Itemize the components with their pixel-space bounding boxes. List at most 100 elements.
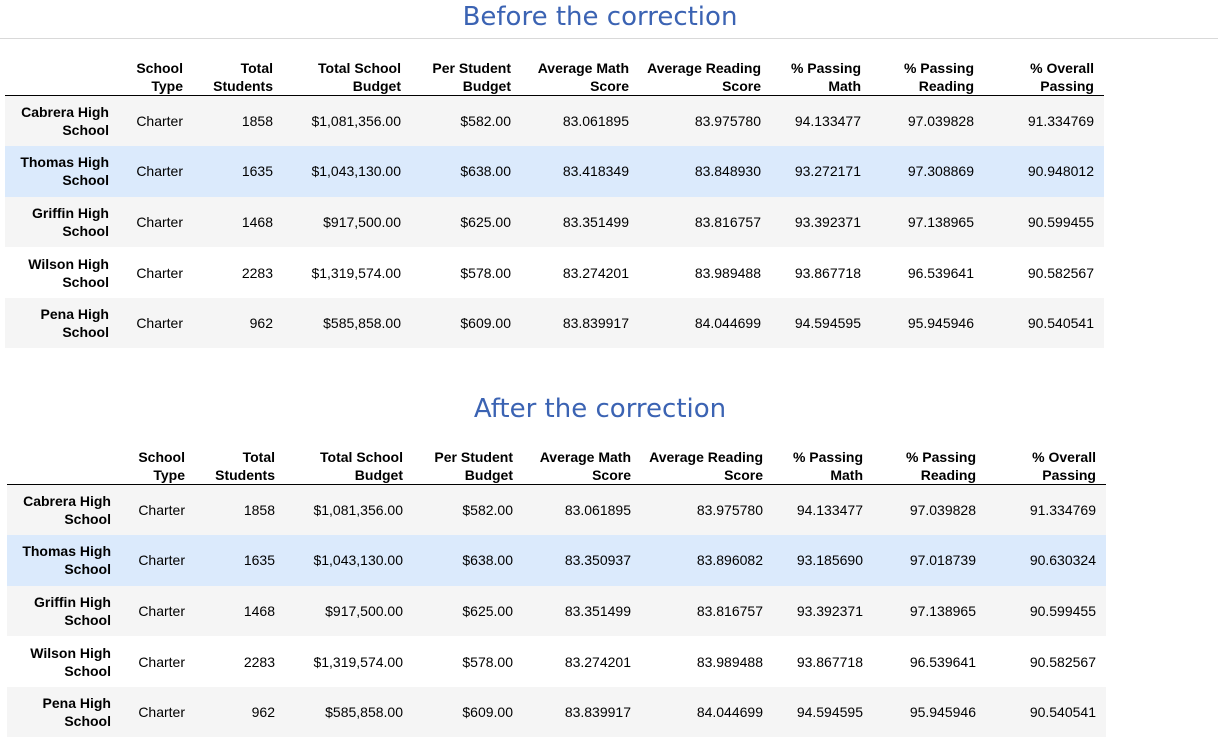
table-cell: 93.185690 [796, 552, 863, 569]
table-row: Pena High School Charter 962 $585,858.00 $60… [5, 297, 1104, 349]
column-header: Average Reading Score [639, 50, 771, 96]
table-cell: 962 [251, 704, 275, 721]
table-cell: Charter [138, 502, 185, 519]
index-header [5, 50, 117, 96]
table-cell: 94.594595 [794, 315, 861, 332]
table-cell: 97.039828 [907, 113, 974, 130]
before-title: Before the correction [462, 2, 738, 32]
column-header: % Passing Reading [871, 50, 984, 96]
table-cell: 97.039828 [909, 502, 976, 519]
table-row: Thomas High School Charter 1635 $1,043,130.… [7, 535, 1106, 586]
table-cell: 1858 [241, 113, 273, 130]
row-label: Pena High School [42, 695, 111, 730]
table-cell: 96.539641 [909, 653, 976, 670]
table-cell: 1635 [243, 552, 275, 569]
table-header-row: School Type Total Students Total School Bu… [5, 50, 1104, 96]
table-cell: 83.350937 [564, 552, 631, 569]
table-cell: 83.989488 [696, 653, 763, 670]
table-cell: 83.274201 [562, 264, 629, 281]
table-cell: 83.351499 [564, 602, 631, 619]
table-cell: 95.945946 [909, 704, 976, 721]
column-header: % Passing Math [773, 439, 873, 485]
table-cell: $1,081,356.00 [311, 113, 401, 130]
table-cell: 83.418349 [562, 163, 629, 180]
table-cell: $578.00 [460, 264, 511, 281]
index-header [7, 439, 119, 485]
table-row: Pena High School Charter 962 $585,858.00 $60… [7, 686, 1106, 738]
column-header: Total Students [193, 50, 283, 96]
row-label: Cabrera High School [21, 104, 109, 139]
before-table: School Type Total Students Total School Bu… [5, 50, 1104, 349]
table-cell: 83.989488 [694, 264, 761, 281]
column-header: Average Math Score [523, 439, 641, 485]
table-cell: 83.816757 [694, 213, 761, 230]
table-row: Griffin High School Charter 1468 $917,500.0… [7, 585, 1106, 637]
table-cell: 97.138965 [907, 213, 974, 230]
table-cell: $609.00 [462, 704, 513, 721]
table-cell: Charter [138, 552, 185, 569]
title-divider [0, 38, 1218, 39]
table-cell: 93.392371 [796, 602, 863, 619]
table-cell: 2283 [241, 264, 273, 281]
table-cell: $638.00 [462, 552, 513, 569]
column-header: School Type [119, 439, 195, 485]
column-header: Total School Budget [285, 439, 413, 485]
table-cell: 83.975780 [694, 113, 761, 130]
table-cell: $582.00 [462, 502, 513, 519]
column-header: % Overall Passing [984, 50, 1104, 96]
row-label: Thomas High School [22, 543, 111, 578]
table-cell: 90.540541 [1027, 315, 1094, 332]
table-cell: $578.00 [462, 653, 513, 670]
table-cell: $1,043,130.00 [313, 552, 403, 569]
table-cell: 90.599455 [1029, 602, 1096, 619]
table-cell: 83.061895 [562, 113, 629, 130]
column-header: Total Students [195, 439, 285, 485]
table-cell: 90.948012 [1027, 163, 1094, 180]
row-label: Wilson High School [28, 255, 109, 290]
table-cell: Charter [138, 602, 185, 619]
table-cell: $1,319,574.00 [313, 653, 403, 670]
table-cell: Charter [136, 264, 183, 281]
table-cell: 93.392371 [794, 213, 861, 230]
table-row: Wilson High School Charter 2283 $1,319,574.… [5, 247, 1104, 298]
column-header: Per Student Budget [413, 439, 523, 485]
table-cell: 94.133477 [796, 502, 863, 519]
row-label: Griffin High School [32, 204, 109, 239]
table-cell: 97.308869 [907, 163, 974, 180]
table-cell: $1,081,356.00 [313, 502, 403, 519]
table-cell: $585,858.00 [323, 315, 401, 332]
row-label: Griffin High School [34, 593, 111, 628]
table-cell: $917,500.00 [325, 602, 403, 619]
table-cell: 1858 [243, 502, 275, 519]
table-cell: $1,319,574.00 [311, 264, 401, 281]
table-row: Cabrera High School Charter 1858 $1,081,356… [5, 95, 1104, 147]
table-cell: Charter [136, 113, 183, 130]
table-cell: 1468 [241, 213, 273, 230]
table-cell: 95.945946 [907, 315, 974, 332]
column-header: School Type [117, 50, 193, 96]
row-label: Cabrera High School [23, 493, 111, 528]
column-header: Total School Budget [283, 50, 411, 96]
table-cell: 84.044699 [694, 315, 761, 332]
table-cell: 83.975780 [696, 502, 763, 519]
table-cell: 83.848930 [694, 163, 761, 180]
table-cell: 90.599455 [1027, 213, 1094, 230]
table-cell: 1468 [243, 602, 275, 619]
table-cell: 84.044699 [696, 704, 763, 721]
table-cell: Charter [138, 704, 185, 721]
row-label: Thomas High School [20, 154, 109, 189]
table-cell: 97.018739 [909, 552, 976, 569]
table-cell: Charter [138, 653, 185, 670]
table-cell: 90.630324 [1029, 552, 1096, 569]
table-row: Griffin High School Charter 1468 $917,500.0… [5, 196, 1104, 248]
table-cell: 93.272171 [794, 163, 861, 180]
table-cell: $638.00 [460, 163, 511, 180]
after-title: After the correction [473, 394, 727, 424]
table-cell: 96.539641 [907, 264, 974, 281]
table-cell: 90.582567 [1027, 264, 1094, 281]
column-header: Per Student Budget [411, 50, 521, 96]
table-cell: 2283 [243, 653, 275, 670]
table-cell: 83.274201 [564, 653, 631, 670]
column-header: % Passing Math [771, 50, 871, 96]
table-cell: Charter [136, 163, 183, 180]
